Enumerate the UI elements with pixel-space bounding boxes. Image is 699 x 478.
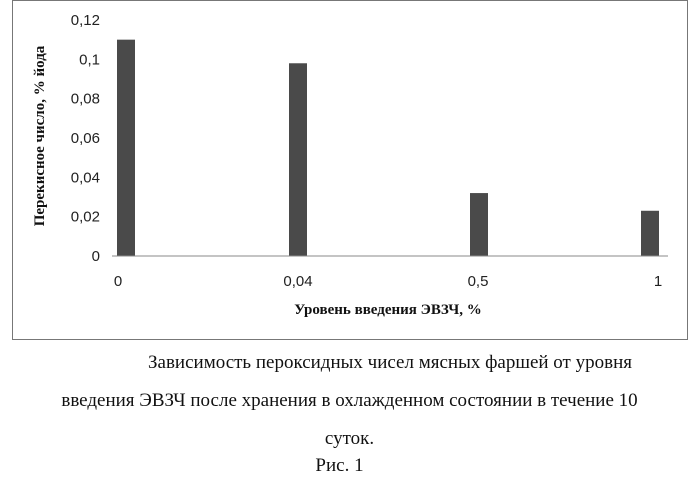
y-tick-label: 0,06 xyxy=(71,130,100,147)
x-tick-label: 1 xyxy=(654,273,662,290)
y-tick-label: 0,1 xyxy=(79,51,100,68)
y-tick-label: 0 xyxy=(92,248,100,265)
y-axis-title: Перекисное число, % йода xyxy=(32,45,48,226)
bar xyxy=(289,63,307,256)
caption-line-2: введения ЭВЗЧ после хранения в охлажденн… xyxy=(0,390,699,412)
x-tick-label: 0,04 xyxy=(283,273,312,290)
bar-chart: 0 0,02 0,04 0,06 0,08 0,1 0,12 0 0,04 0,5 1 Перек… xyxy=(12,0,688,340)
bar xyxy=(117,40,135,256)
y-tick-label: 0,04 xyxy=(71,169,100,186)
x-tick-labels: 0 0,04 0,5 1 xyxy=(114,273,662,290)
bar xyxy=(641,211,659,256)
caption-line-3: суток. xyxy=(0,428,699,450)
caption-line-1: Зависимость пероксидных чисел мясных фар… xyxy=(78,352,699,374)
y-tick-label: 0,08 xyxy=(71,91,100,108)
y-tick-label: 0,12 xyxy=(71,12,100,29)
figure-label: Рис. 1 xyxy=(0,455,689,477)
chart-frame: 0 0,02 0,04 0,06 0,08 0,1 0,12 0 0,04 0,5 1 Перек… xyxy=(12,0,688,340)
x-axis-title: Уровень введения ЭВЗЧ, % xyxy=(294,302,481,318)
y-tick-label: 0,02 xyxy=(71,209,100,226)
y-tick-labels: 0 0,02 0,04 0,06 0,08 0,1 0,12 xyxy=(71,12,100,265)
x-tick-label: 0,5 xyxy=(468,273,489,290)
bar xyxy=(470,193,488,256)
x-tick-label: 0 xyxy=(114,273,122,290)
bars xyxy=(117,40,659,256)
